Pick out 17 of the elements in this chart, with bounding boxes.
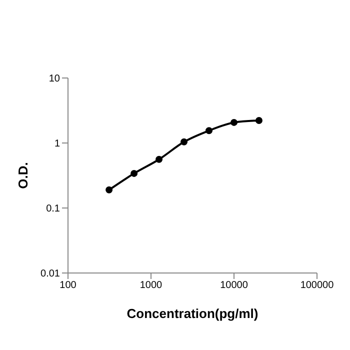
x-tick-label: 1000 (140, 280, 163, 292)
point (156, 156, 163, 163)
point (206, 127, 213, 134)
y-tick-label: 0.01 (40, 268, 60, 280)
point (130, 170, 138, 177)
x-axis-title: Concentration(pg/ml) (126, 306, 258, 321)
y-tick-label: 10 (48, 74, 60, 85)
y-tick-label: 1 (54, 138, 60, 150)
y-tick-label: 0.1 (46, 204, 60, 215)
x-tick-label: 100 (60, 280, 77, 292)
point (106, 186, 113, 194)
x-tick-label: 100000 (300, 280, 334, 292)
point (230, 118, 238, 126)
x-tick-label: 10000 (220, 280, 248, 292)
point (255, 116, 262, 124)
point (180, 138, 188, 146)
y-axis-title: O.D. (16, 162, 31, 189)
